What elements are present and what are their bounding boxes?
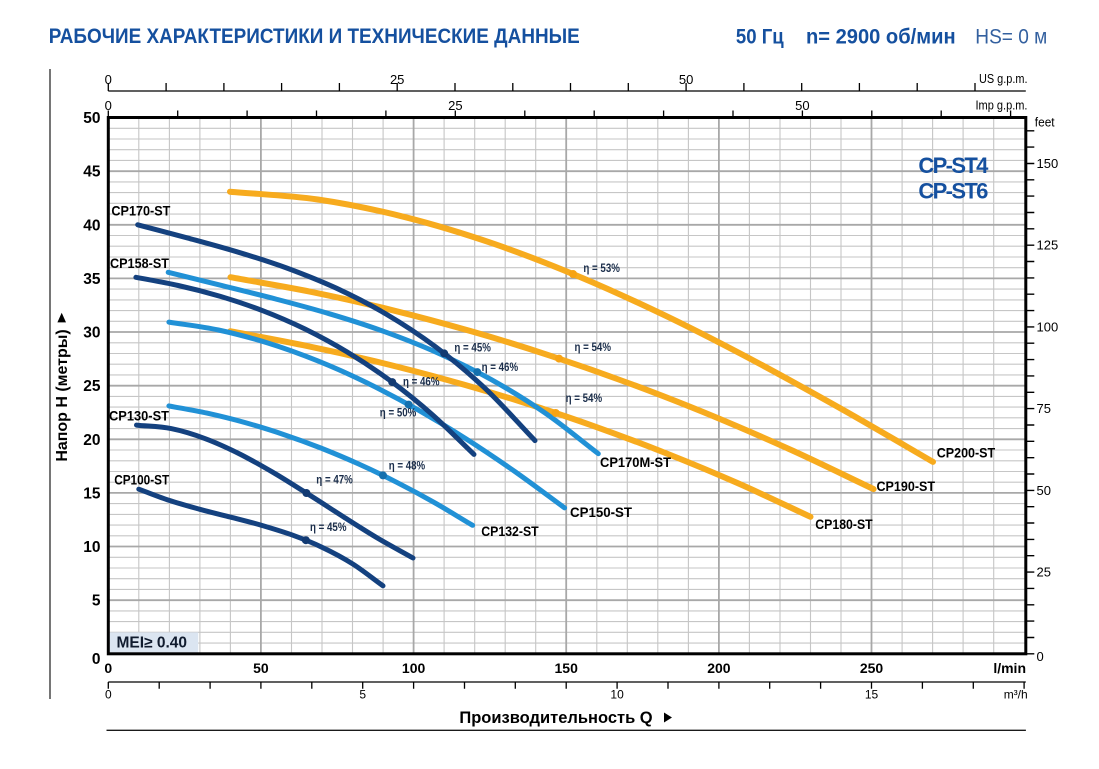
svg-text:15: 15 (865, 688, 879, 702)
svg-text:η = 53%: η = 53% (583, 263, 620, 275)
svg-text:50: 50 (253, 660, 269, 676)
svg-text:CP-ST6: CP-ST6 (918, 179, 988, 204)
svg-text:η = 48%: η = 48% (389, 461, 426, 473)
svg-text:50: 50 (679, 72, 693, 87)
svg-text:CP100-ST: CP100-ST (114, 472, 169, 488)
svg-text:MEI≥ 0.40: MEI≥ 0.40 (117, 635, 188, 652)
svg-text:CP170-ST: CP170-ST (111, 202, 170, 218)
svg-text:20: 20 (83, 432, 100, 449)
svg-text:30: 30 (83, 325, 100, 342)
svg-text:CP158-ST: CP158-ST (110, 255, 169, 271)
svg-text:CP-ST4: CP-ST4 (918, 153, 989, 178)
svg-text:l/min: l/min (993, 660, 1026, 676)
svg-text:Напор H (метры): Напор H (метры) (54, 329, 71, 461)
svg-text:η = 50%: η = 50% (380, 408, 417, 420)
svg-text:Производительность Q: Производительность Q (459, 709, 652, 727)
svg-text:25: 25 (83, 378, 101, 395)
svg-text:CP190-ST: CP190-ST (877, 478, 936, 494)
svg-text:0: 0 (92, 651, 101, 668)
svg-text:CP180-ST: CP180-ST (815, 516, 873, 532)
svg-text:25: 25 (390, 72, 404, 87)
svg-text:0: 0 (105, 72, 112, 87)
svg-text:η = 54%: η = 54% (575, 342, 612, 354)
svg-text:50: 50 (83, 110, 100, 127)
svg-text:50 Гц: 50 Гц (736, 26, 784, 49)
svg-text:40: 40 (83, 217, 100, 234)
svg-text:25: 25 (1037, 565, 1051, 580)
svg-text:5: 5 (92, 593, 101, 610)
svg-text:150: 150 (555, 660, 579, 676)
svg-text:η = 46%: η = 46% (482, 362, 518, 374)
svg-text:10: 10 (83, 539, 100, 556)
svg-text:n= 2900 об/мин: n= 2900 об/мин (806, 26, 956, 49)
svg-text:10: 10 (610, 688, 624, 702)
svg-text:m³/h: m³/h (1004, 688, 1028, 702)
svg-text:HS= 0 м: HS= 0 м (975, 25, 1047, 48)
svg-text:50: 50 (1037, 483, 1051, 498)
svg-text:η = 46%: η = 46% (403, 377, 440, 389)
svg-text:5: 5 (359, 688, 366, 702)
svg-text:100: 100 (402, 660, 426, 676)
svg-text:50: 50 (795, 98, 809, 113)
svg-text:45: 45 (83, 164, 101, 181)
svg-text:η = 54%: η = 54% (566, 393, 603, 405)
svg-text:РАБОЧИЕ ХАРАКТЕРИСТИКИ И ТЕХНИ: РАБОЧИЕ ХАРАКТЕРИСТИКИ И ТЕХНИЧЕСКИЕ ДАН… (49, 25, 580, 48)
svg-text:200: 200 (707, 660, 731, 676)
svg-text:15: 15 (83, 485, 101, 502)
svg-text:CP170M-ST: CP170M-ST (600, 454, 671, 470)
svg-text:0: 0 (105, 688, 112, 702)
svg-text:η = 45%: η = 45% (454, 343, 491, 355)
svg-text:CP130-ST: CP130-ST (109, 408, 169, 424)
svg-text:η = 47%: η = 47% (316, 475, 353, 487)
svg-text:feet: feet (1035, 115, 1055, 130)
svg-text:CP200-ST: CP200-ST (937, 444, 996, 460)
svg-text:US g.p.m.: US g.p.m. (979, 71, 1028, 86)
svg-text:100: 100 (1037, 319, 1059, 334)
svg-text:0: 0 (1037, 649, 1044, 664)
svg-text:25: 25 (448, 98, 462, 113)
svg-text:CP132-ST: CP132-ST (481, 523, 539, 539)
svg-text:35: 35 (83, 271, 101, 288)
svg-text:0: 0 (105, 98, 112, 113)
svg-text:150: 150 (1037, 156, 1059, 171)
svg-text:0: 0 (104, 660, 112, 676)
svg-text:250: 250 (860, 660, 884, 676)
svg-text:CP150-ST: CP150-ST (570, 504, 632, 520)
svg-text:η = 45%: η = 45% (310, 522, 347, 534)
svg-text:75: 75 (1037, 401, 1051, 416)
svg-text:Imp g.p.m.: Imp g.p.m. (976, 98, 1028, 113)
svg-text:125: 125 (1037, 238, 1059, 253)
